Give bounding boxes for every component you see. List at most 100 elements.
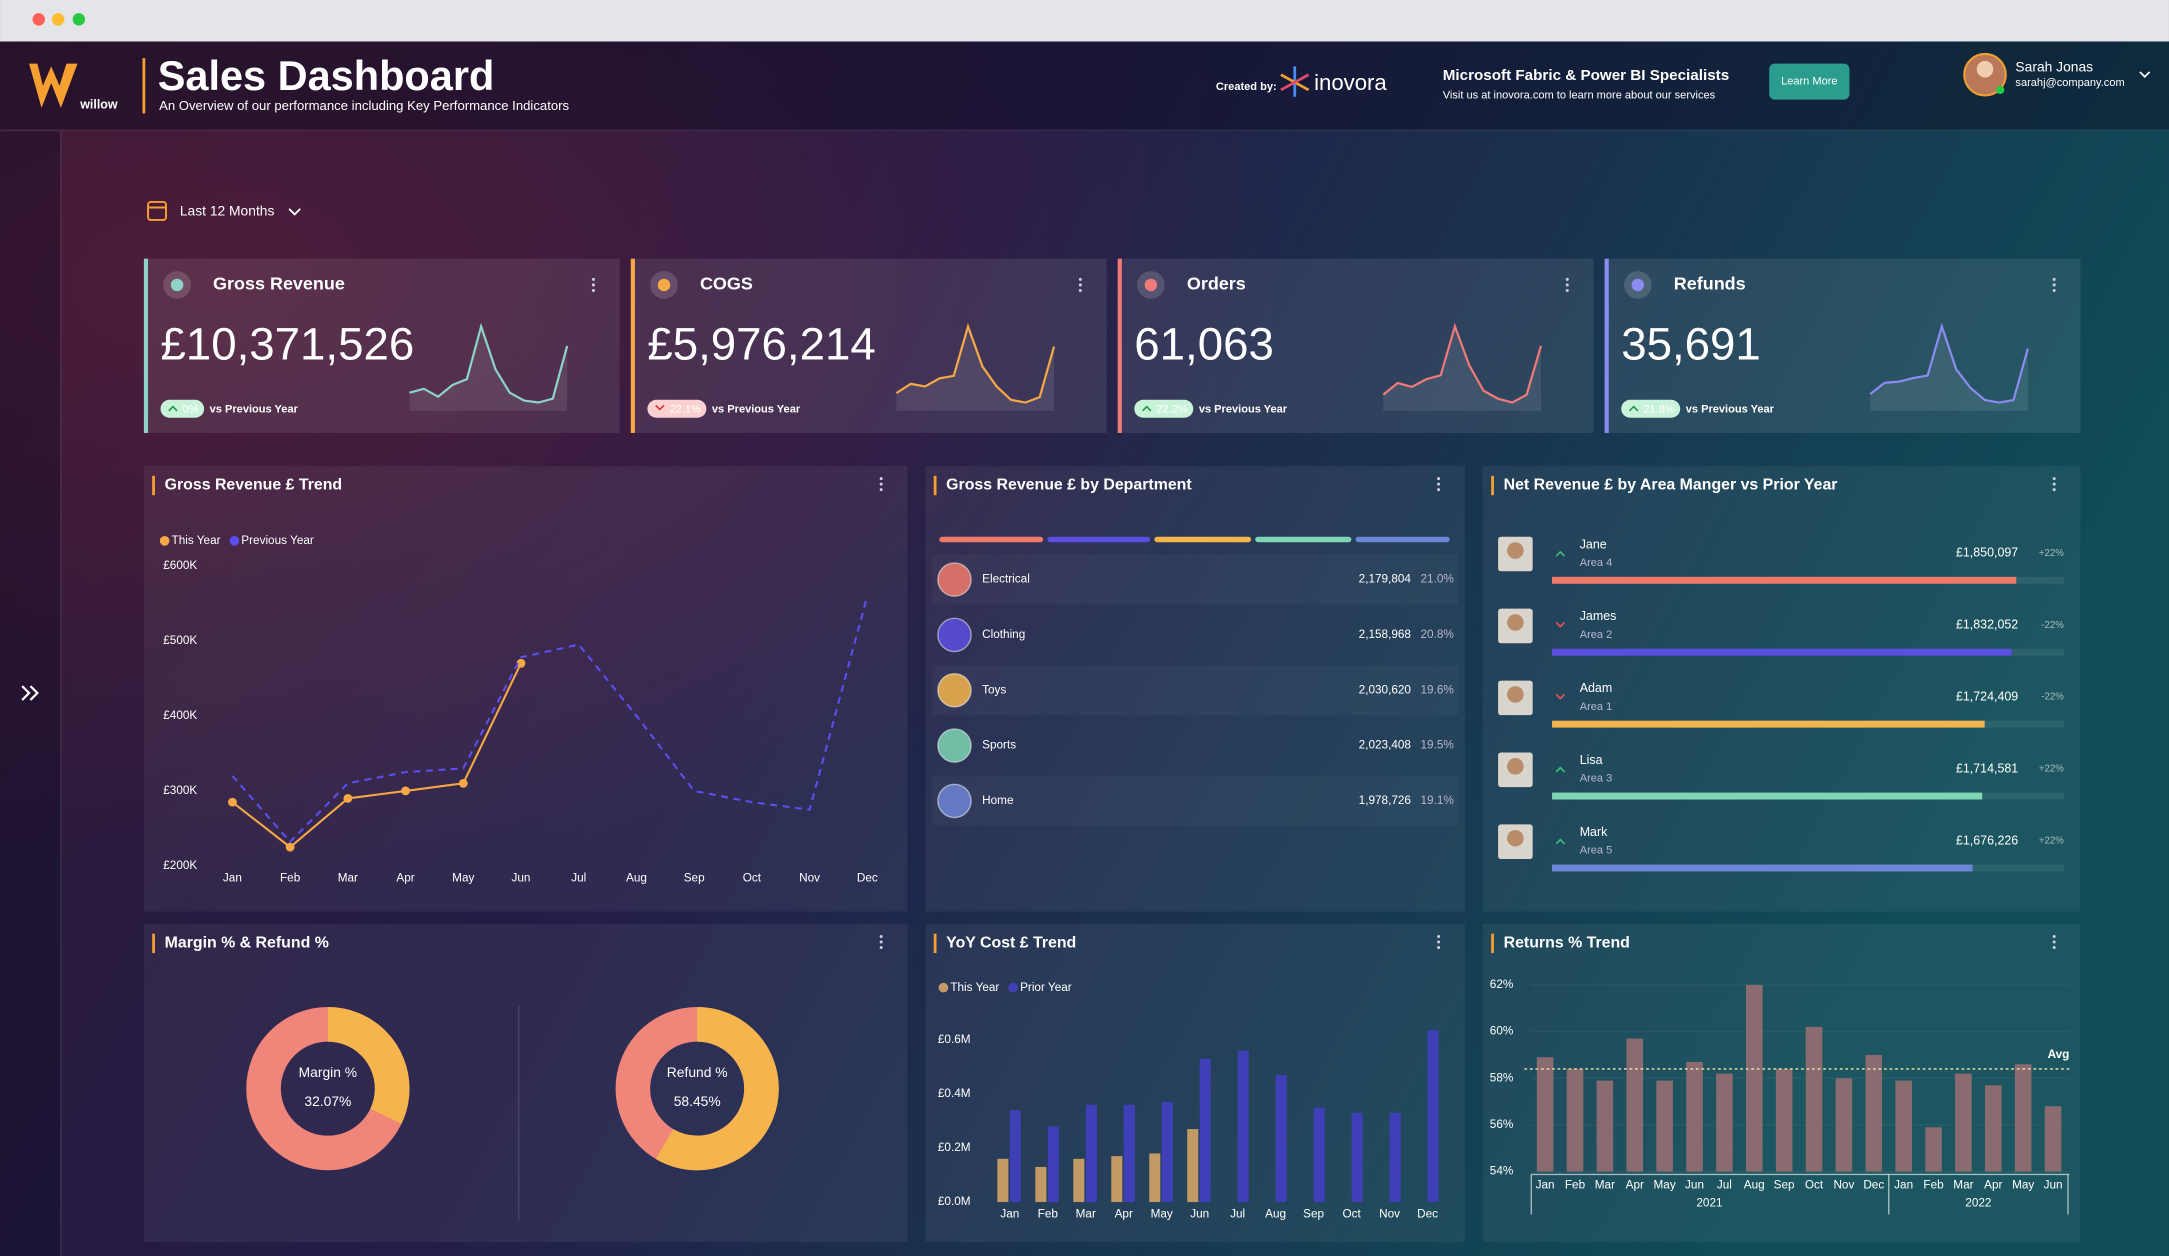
date-filter-chevron[interactable] — [288, 208, 301, 216]
kpi-note: vs Previous Year — [1199, 403, 1288, 415]
category-label: Toys — [982, 683, 1006, 696]
x-tick-label: Sep — [684, 871, 705, 884]
category-icon — [937, 672, 972, 708]
x-tick-label: Nov — [1379, 1208, 1400, 1221]
bar — [2014, 1064, 2032, 1172]
bar — [1955, 1073, 1972, 1172]
x-tick-label: Mar — [1076, 1208, 1096, 1221]
bar — [1035, 1166, 1047, 1203]
category-icon — [937, 617, 972, 653]
menu-dot — [879, 477, 883, 481]
menu-dot — [1437, 488, 1441, 492]
value-label: 2,179,804 — [1359, 573, 1412, 586]
x-tick-label: Jun — [1685, 1179, 1704, 1192]
kpi-accent — [143, 258, 149, 433]
menu-dot — [1565, 283, 1569, 287]
x-tick-label: Oct — [1342, 1208, 1361, 1221]
bar — [1596, 1080, 1614, 1172]
x-tick-label: Apr — [396, 871, 414, 884]
manager-name: Jane — [1580, 537, 1607, 551]
category-label: Sports — [982, 739, 1016, 752]
kpi-value: 61,063 — [1134, 318, 1274, 369]
change-label: +22% — [2039, 836, 2064, 847]
share-label: 19.5% — [1421, 739, 1455, 752]
learn-more-label[interactable]: Learn More — [1781, 76, 1838, 88]
kpi-title: Gross Revenue — [213, 274, 345, 294]
x-tick-label: Jul — [1230, 1208, 1245, 1221]
menu-dot — [2052, 946, 2056, 950]
sparkline — [409, 322, 569, 404]
date-filter-label[interactable]: Last 12 Months — [180, 202, 275, 218]
legend-label: Prior Year — [1020, 981, 1072, 994]
x-tick-label: Jan — [1894, 1179, 1913, 1192]
x-tick-label: Jun — [1190, 1208, 1209, 1221]
bar — [1237, 1050, 1249, 1203]
menu-dot — [2052, 940, 2056, 944]
y-tick-label: £0.0M — [938, 1195, 971, 1208]
manager-area: Area 4 — [1580, 557, 1613, 569]
dashboard-title: Sales Dashboard — [158, 52, 495, 99]
kpi-change-badge — [160, 399, 205, 418]
kpi-icon-dot — [1144, 278, 1158, 292]
user-status — [1996, 85, 2005, 95]
sidebar-expand[interactable] — [21, 685, 39, 701]
bar — [1805, 1026, 1823, 1172]
kpi-card — [143, 258, 620, 433]
bar — [1716, 1073, 1733, 1172]
bar — [1187, 1129, 1199, 1203]
bar — [1161, 1102, 1173, 1203]
calendar-icon — [147, 200, 167, 221]
x-tick-label: Jun — [512, 871, 531, 884]
user-menu-chevron[interactable] — [2139, 71, 2151, 78]
learn-more-button[interactable] — [1769, 63, 1850, 100]
date-filter[interactable]: Last 12 Months — [147, 200, 301, 221]
x-tick-label: Oct — [743, 871, 762, 884]
value-label: £1,724,409 — [1956, 689, 2018, 703]
bar — [1427, 1030, 1439, 1203]
panel-title-accent — [1491, 475, 1494, 496]
sparkline-area — [1383, 326, 1541, 411]
bar — [1775, 1068, 1793, 1172]
logo-text: willow — [79, 97, 118, 111]
donut-arc — [246, 1007, 410, 1171]
group-label: 2021 — [1696, 1197, 1722, 1210]
change-label: -22% — [2041, 692, 2064, 703]
y-tick-label: £600K — [163, 559, 197, 572]
kpi-icon-dot — [170, 278, 184, 292]
manager-area: Area 2 — [1580, 629, 1613, 641]
sparkline — [1869, 322, 2029, 404]
kpi-title: COGS — [700, 274, 753, 294]
bar — [1985, 1085, 2002, 1172]
menu-dot — [2052, 934, 2056, 938]
kpi-change-badge — [1134, 399, 1194, 418]
line-series — [231, 595, 869, 844]
kpi-title: Orders — [1187, 274, 1246, 294]
panel — [143, 466, 908, 912]
window-close[interactable] — [32, 13, 45, 26]
manager-area: Area 3 — [1580, 773, 1613, 785]
y-tick-label: 62% — [1490, 978, 1514, 991]
bar — [1552, 792, 1983, 800]
change-label: +22% — [2039, 764, 2064, 775]
x-tick-label: Apr — [1115, 1208, 1133, 1221]
browser-bar — [0, 0, 2169, 42]
manager-area: Area 1 — [1580, 701, 1613, 713]
window-minimize[interactable] — [51, 13, 65, 26]
kpi-accent — [630, 258, 635, 433]
value-label: 2,030,620 — [1359, 683, 1412, 696]
kpi-change-badge — [647, 399, 707, 418]
bar — [1111, 1156, 1123, 1203]
panel-title-accent — [152, 475, 155, 496]
bar — [1047, 1126, 1059, 1203]
window-maximize[interactable] — [72, 13, 86, 26]
panel-title: Gross Revenue £ by Department — [946, 477, 1192, 494]
menu-dot — [1437, 946, 1441, 950]
manager-area: Area 5 — [1580, 845, 1613, 857]
trend-down-icon — [1555, 693, 1566, 700]
manager-name: James — [1580, 609, 1617, 623]
y-tick-label: £0.4M — [938, 1087, 971, 1100]
bar — [1313, 1107, 1325, 1203]
kpi-change: 22.2% — [1156, 403, 1188, 415]
panel-title-accent — [933, 933, 937, 954]
y-tick-label: 56% — [1490, 1118, 1514, 1131]
